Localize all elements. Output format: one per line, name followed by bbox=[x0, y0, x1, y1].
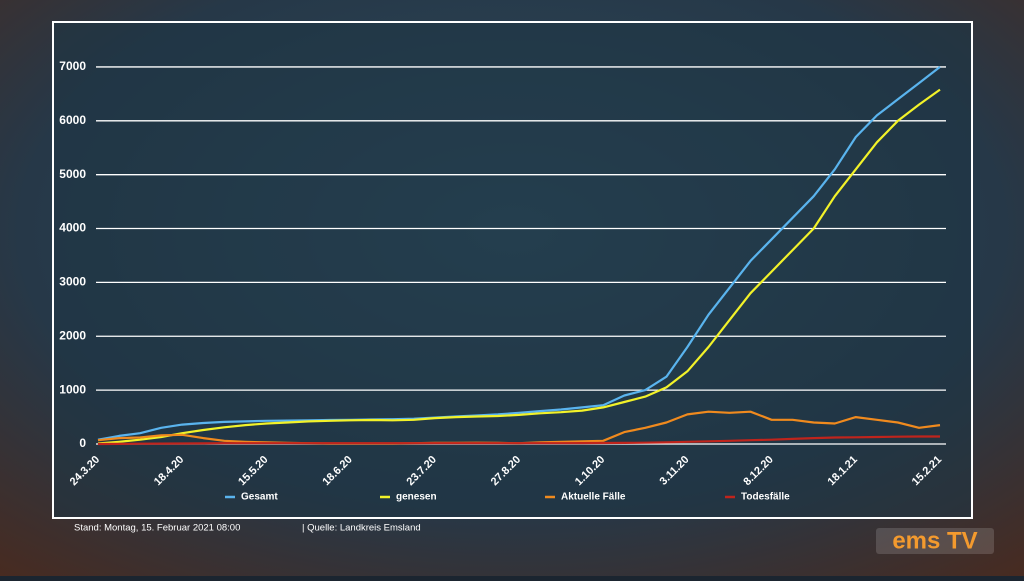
y-tick-label: 2000 bbox=[59, 328, 86, 342]
logo-bg bbox=[876, 528, 994, 554]
y-tick-label: 7000 bbox=[59, 59, 86, 73]
y-tick-label: 6000 bbox=[59, 113, 86, 127]
series-line bbox=[97, 66, 941, 441]
y-tick-label: 5000 bbox=[59, 167, 86, 181]
footer-stand: Stand: Montag, 15. Februar 2021 08:00 bbox=[74, 523, 240, 534]
y-tick-label: 1000 bbox=[59, 382, 86, 396]
legend-label: Todesfälle bbox=[741, 492, 790, 503]
legend-label: Gesamt bbox=[241, 492, 278, 503]
y-tick-label: 0 bbox=[79, 436, 86, 450]
legend-label: genesen bbox=[396, 492, 437, 503]
logo: ems TV bbox=[892, 527, 977, 554]
y-tick-label: 3000 bbox=[59, 275, 86, 289]
footer-source: | Quelle: Landkreis Emsland bbox=[302, 523, 421, 534]
legend-label: Aktuelle Fälle bbox=[561, 492, 626, 503]
y-tick-label: 4000 bbox=[59, 221, 86, 235]
series-line bbox=[97, 88, 941, 445]
series-line bbox=[97, 435, 940, 446]
chart-frame bbox=[52, 21, 973, 519]
